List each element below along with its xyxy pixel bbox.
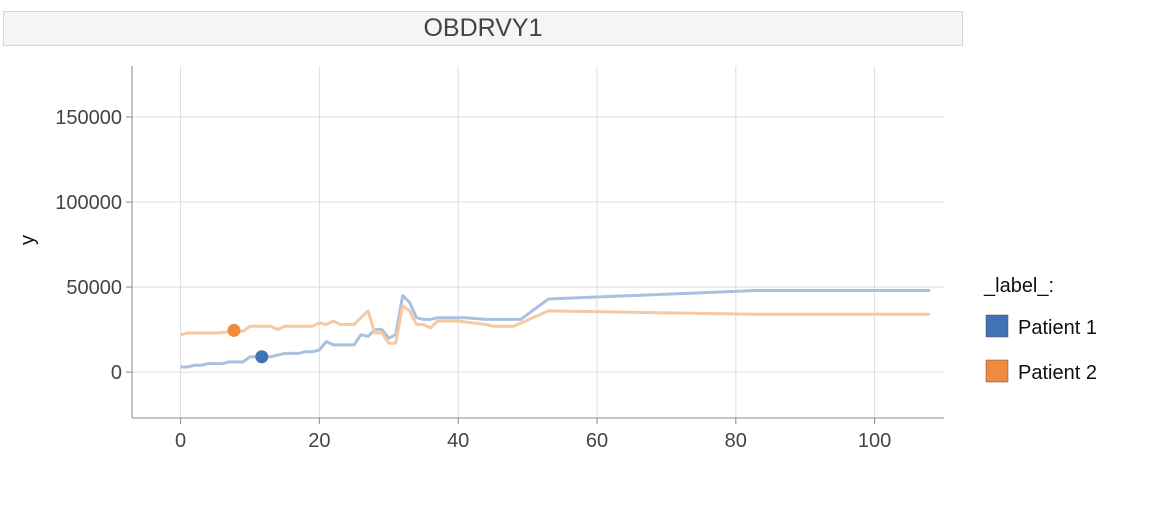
grid xyxy=(132,66,944,418)
x-tick-label: 60 xyxy=(586,430,608,452)
marker-layer xyxy=(227,323,269,364)
y-tick-label: 0 xyxy=(111,362,122,384)
series-marker-patient-1[interactable] xyxy=(255,350,269,364)
legend-swatch-patient-2[interactable] xyxy=(985,359,1009,383)
x-tick-label: 0 xyxy=(175,430,186,452)
legend-label-patient-2[interactable]: Patient 2 xyxy=(1018,362,1097,384)
y-tick-label: 100000 xyxy=(55,192,122,214)
x-tick-label: 100 xyxy=(858,430,891,452)
legend: _label_: Patient 1 Patient 2 xyxy=(983,275,1097,384)
y-tick-label: 150000 xyxy=(55,107,122,129)
legend-title: _label_: xyxy=(983,275,1054,297)
x-tick-label: 40 xyxy=(447,430,469,452)
series-line-patient-1[interactable] xyxy=(180,289,931,369)
x-tick-label: 80 xyxy=(725,430,747,452)
legend-swatch-patient-1[interactable] xyxy=(985,314,1009,338)
legend-label-patient-1[interactable]: Patient 1 xyxy=(1018,317,1097,339)
chart-title: OBDRVY1 xyxy=(3,11,963,46)
series-line-patient-2[interactable] xyxy=(180,304,931,345)
x-tick-label: 20 xyxy=(308,430,330,452)
series-layer xyxy=(180,289,931,369)
y-axis-label: y xyxy=(17,235,39,245)
series-marker-patient-2[interactable] xyxy=(227,323,241,337)
axes: 0 20 40 60 80 100 0 50000 100000 150000 xyxy=(55,66,944,452)
y-tick-label: 50000 xyxy=(66,277,122,299)
